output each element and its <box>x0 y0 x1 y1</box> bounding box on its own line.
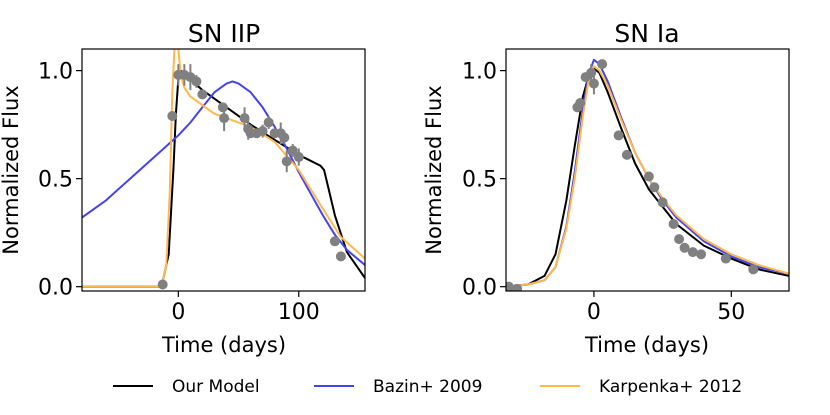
y-tick-label: 0.5 <box>462 168 497 193</box>
data-point <box>217 102 228 113</box>
plot-area-sn-iip <box>82 49 365 290</box>
data-point <box>329 236 340 247</box>
y-tick-label: 0.0 <box>38 276 73 301</box>
panel-sn-iip: SN IIP 0 100 0.0 0.5 1.0 Time (days) Normali… <box>0 19 366 357</box>
data-point <box>748 264 759 275</box>
x-tick-label: 50 <box>717 300 745 325</box>
x-axis-label-sn-ia: Time (days) <box>584 333 709 357</box>
data-point <box>649 182 660 193</box>
panel-sn-ia: SN Ia 0 50 0.0 0.5 1.0 Time (days) Normalize… <box>422 19 790 357</box>
data-point <box>657 197 668 208</box>
data-point <box>287 145 298 156</box>
data-point <box>668 219 679 230</box>
legend: Our Model Bazin+ 2009 Karpenka+ 2012 <box>113 377 742 397</box>
legend-label-bazin: Bazin+ 2009 <box>373 377 482 397</box>
x-tick-label: 100 <box>278 300 320 325</box>
y-tick-label: 0.5 <box>38 168 73 193</box>
data-point <box>720 253 731 264</box>
series-line-our-model-sn-ia <box>506 67 789 288</box>
x-tick-label: 0 <box>171 300 185 325</box>
legend-label-karpenka: Karpenka+ 2012 <box>599 377 742 397</box>
data-point <box>621 149 632 160</box>
y-tick-label: 0.0 <box>462 276 497 301</box>
data-point <box>279 132 290 143</box>
data-point <box>167 110 178 121</box>
series-line-karpenka-2012-sn-ia <box>506 65 789 288</box>
y-tick-label: 1.0 <box>38 60 73 85</box>
data-point <box>643 171 654 182</box>
data-point <box>191 76 202 87</box>
panel-title-sn-iip: SN IIP <box>188 19 260 48</box>
data-point <box>597 59 608 70</box>
data-point <box>588 78 599 89</box>
data-point <box>687 247 698 258</box>
plot-area-sn-ia <box>506 58 789 291</box>
data-point <box>613 130 624 141</box>
y-axis-label-sn-ia: Normalized Flux <box>422 85 446 254</box>
series-line-bazin-2009-sn-iip <box>82 80 365 266</box>
data-point <box>293 152 304 163</box>
data-point <box>679 242 690 253</box>
ticks-sn-iip: 0 100 0.0 0.5 1.0 <box>38 60 320 325</box>
data-point <box>219 113 230 124</box>
data-point <box>696 249 707 260</box>
axes-frame-sn-ia <box>505 48 790 292</box>
data-point <box>674 234 685 245</box>
data-point <box>257 126 268 137</box>
data-point <box>335 251 346 262</box>
data-point <box>239 113 250 124</box>
data-point <box>281 156 292 167</box>
axes-frame-sn-iip <box>81 48 366 292</box>
data-point <box>197 89 208 100</box>
legend-label-our-model: Our Model <box>172 377 260 397</box>
panel-title-sn-ia: SN Ia <box>614 19 679 48</box>
y-tick-label: 1.0 <box>462 60 497 85</box>
data-point <box>506 281 514 291</box>
y-axis-label-sn-iip: Normalized Flux <box>0 85 23 254</box>
series-line-karpenka-2012-sn-iip <box>82 49 365 288</box>
data-point <box>511 283 522 291</box>
data-point <box>157 279 168 290</box>
ticks-sn-ia: 0 50 0.0 0.5 1.0 <box>462 60 745 325</box>
x-axis-label-sn-iip: Time (days) <box>161 333 286 357</box>
data-point <box>575 98 586 109</box>
x-tick-label: 0 <box>587 300 601 325</box>
data-point <box>263 117 274 128</box>
